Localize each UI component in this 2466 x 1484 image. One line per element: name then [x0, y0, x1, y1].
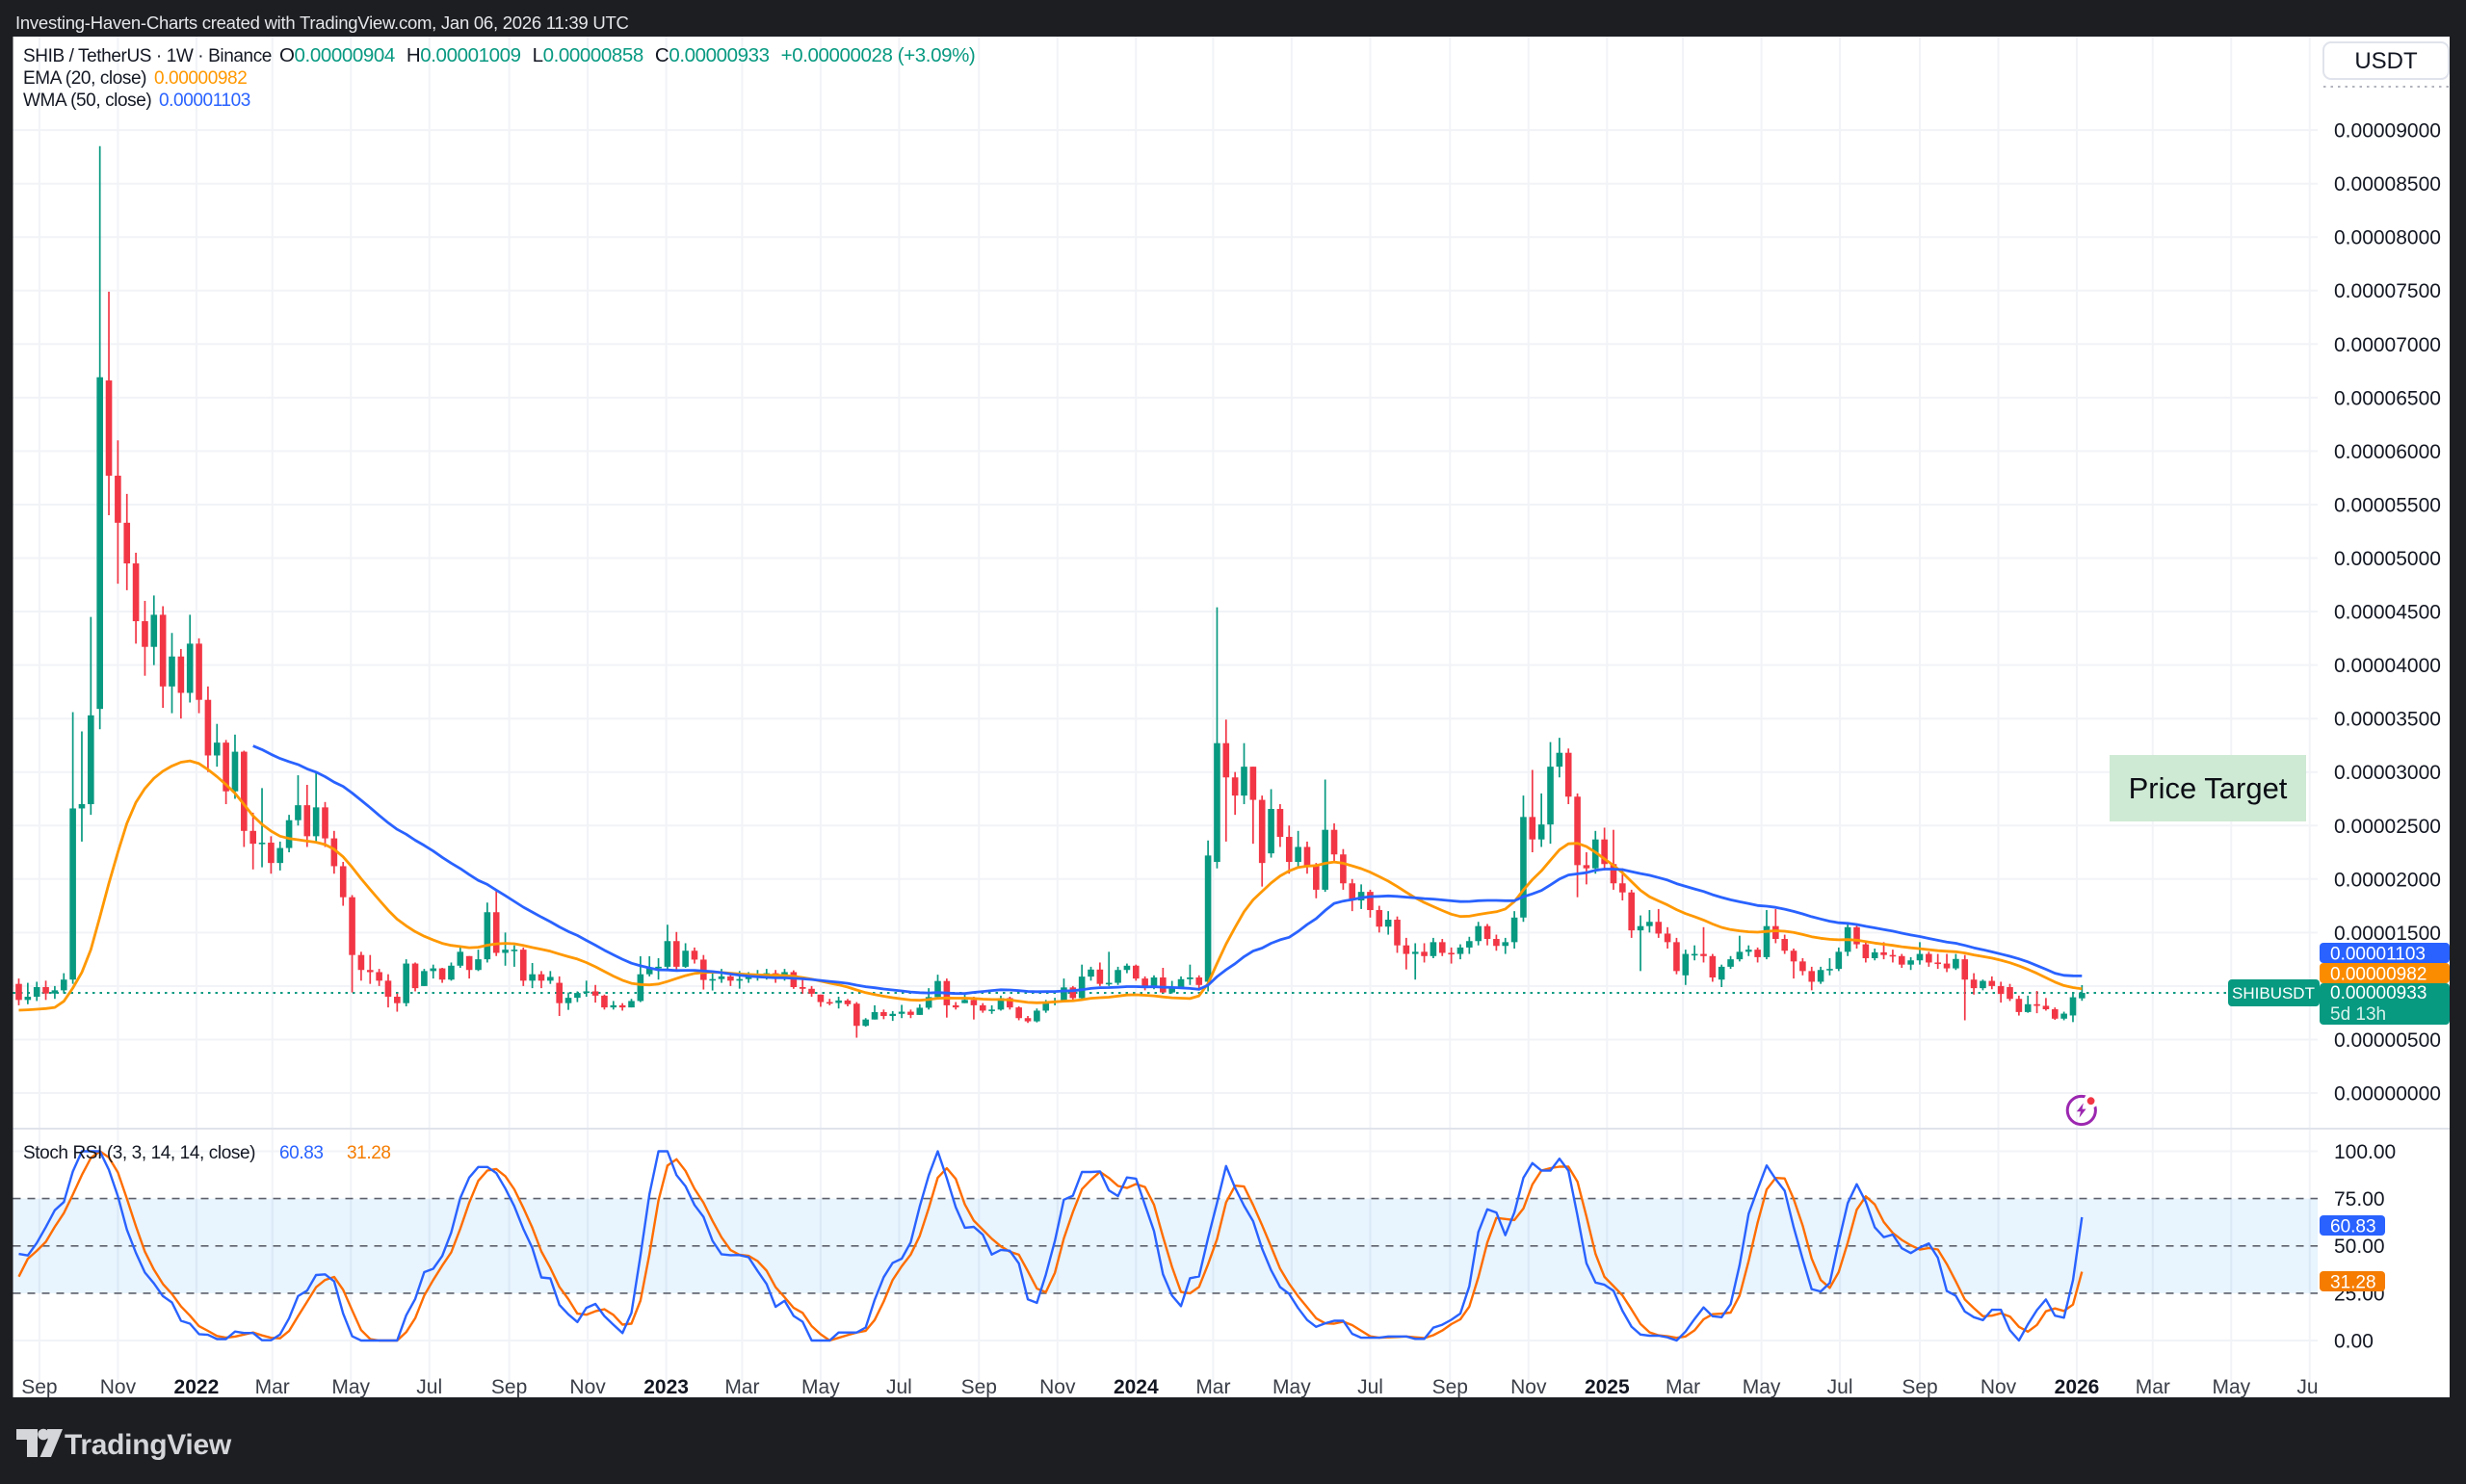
- svg-text:Sep: Sep: [491, 1376, 527, 1398]
- svg-text:Sep: Sep: [1432, 1376, 1468, 1398]
- svg-text:Sep: Sep: [961, 1376, 997, 1398]
- svg-text:2022: 2022: [174, 1376, 220, 1398]
- svg-text:0.00005000: 0.00005000: [2334, 548, 2441, 570]
- svg-text:31.28: 31.28: [2330, 1272, 2376, 1292]
- svg-text:2025: 2025: [1585, 1376, 1630, 1398]
- svg-text:SHIB / TetherUS · 1W · Binance: SHIB / TetherUS · 1W · Binance: [23, 46, 272, 66]
- svg-text:5d 13h: 5d 13h: [2330, 1004, 2386, 1025]
- svg-text:SHIBUSDT: SHIBUSDT: [2232, 984, 2315, 1002]
- svg-text:60.83: 60.83: [279, 1143, 324, 1163]
- svg-text:0.00005500: 0.00005500: [2334, 495, 2441, 517]
- svg-text:0.00000982: 0.00000982: [154, 68, 247, 89]
- svg-text:0.00006000: 0.00006000: [2334, 441, 2441, 463]
- svg-text:0.00004000: 0.00004000: [2334, 655, 2441, 677]
- svg-text:0.00001500: 0.00001500: [2334, 923, 2441, 945]
- svg-text:50.00: 50.00: [2334, 1236, 2385, 1258]
- svg-text:Jul: Jul: [886, 1376, 912, 1398]
- svg-text:Mar: Mar: [1195, 1376, 1230, 1398]
- svg-text:Nov: Nov: [1510, 1376, 1547, 1398]
- svg-text:0.00007000: 0.00007000: [2334, 334, 2441, 356]
- svg-text:0.00008000: 0.00008000: [2334, 227, 2441, 249]
- svg-text:100.00: 100.00: [2334, 1141, 2396, 1163]
- svg-text:EMA (20, close): EMA (20, close): [23, 68, 146, 89]
- svg-text:Mar: Mar: [255, 1376, 290, 1398]
- svg-text:0.00004500: 0.00004500: [2334, 602, 2441, 624]
- svg-text:2023: 2023: [643, 1376, 689, 1398]
- svg-text:0.00000982: 0.00000982: [2330, 964, 2427, 984]
- svg-text:Nov: Nov: [1039, 1376, 1076, 1398]
- svg-text:Nov: Nov: [569, 1376, 606, 1398]
- svg-text:Sep: Sep: [21, 1376, 57, 1398]
- svg-text:Mar: Mar: [724, 1376, 759, 1398]
- svg-text:0.00001103: 0.00001103: [2330, 944, 2426, 964]
- svg-text:0.00006500: 0.00006500: [2334, 387, 2441, 409]
- svg-text:0.00: 0.00: [2334, 1331, 2374, 1353]
- svg-text:2024: 2024: [1114, 1376, 1159, 1398]
- svg-text:May: May: [331, 1376, 370, 1398]
- svg-text:60.83: 60.83: [2330, 1216, 2376, 1237]
- svg-text:May: May: [801, 1376, 840, 1398]
- svg-text:USDT: USDT: [2354, 48, 2418, 74]
- svg-text:May: May: [2212, 1376, 2250, 1398]
- svg-text:Mar: Mar: [2136, 1376, 2170, 1398]
- svg-text:Nov: Nov: [100, 1376, 137, 1398]
- svg-text:0.00003000: 0.00003000: [2334, 762, 2441, 784]
- svg-text:May: May: [1743, 1376, 1781, 1398]
- svg-text:75.00: 75.00: [2334, 1188, 2385, 1211]
- svg-text:Sep: Sep: [1902, 1376, 1937, 1398]
- svg-text:0.00001103: 0.00001103: [159, 91, 250, 111]
- svg-text:Stoch RSI (3, 3, 14, 14, close: Stoch RSI (3, 3, 14, 14, close): [23, 1143, 255, 1163]
- svg-text:Nov: Nov: [1981, 1376, 2017, 1398]
- svg-text:0.00000500: 0.00000500: [2334, 1029, 2441, 1052]
- svg-text:Jul: Jul: [1357, 1376, 1383, 1398]
- svg-text:Jul: Jul: [1827, 1376, 1853, 1398]
- svg-text:2026: 2026: [2055, 1376, 2100, 1398]
- svg-text:Mar: Mar: [1666, 1376, 1700, 1398]
- svg-text:0.00000933: 0.00000933: [2330, 983, 2427, 1003]
- svg-text:WMA (50, close): WMA (50, close): [23, 91, 151, 111]
- svg-text:Jul: Jul: [416, 1376, 442, 1398]
- svg-text:Price Target: Price Target: [2129, 771, 2288, 805]
- svg-text:0.00007500: 0.00007500: [2334, 280, 2441, 302]
- svg-text:31.28: 31.28: [347, 1143, 391, 1163]
- svg-text:May: May: [1272, 1376, 1311, 1398]
- svg-text:0.00003500: 0.00003500: [2334, 709, 2441, 731]
- svg-text:0.00002500: 0.00002500: [2334, 816, 2441, 838]
- svg-text:0.00008500: 0.00008500: [2334, 173, 2441, 195]
- svg-text:0.00002000: 0.00002000: [2334, 869, 2441, 891]
- svg-text:TradingView: TradingView: [65, 1429, 232, 1461]
- svg-text:Jul: Jul: [2296, 1376, 2322, 1398]
- svg-text:0.00009000: 0.00009000: [2334, 120, 2441, 143]
- svg-text:0.00000000: 0.00000000: [2334, 1083, 2441, 1106]
- svg-text:Investing-Haven-Charts created: Investing-Haven-Charts created with Trad…: [15, 13, 629, 33]
